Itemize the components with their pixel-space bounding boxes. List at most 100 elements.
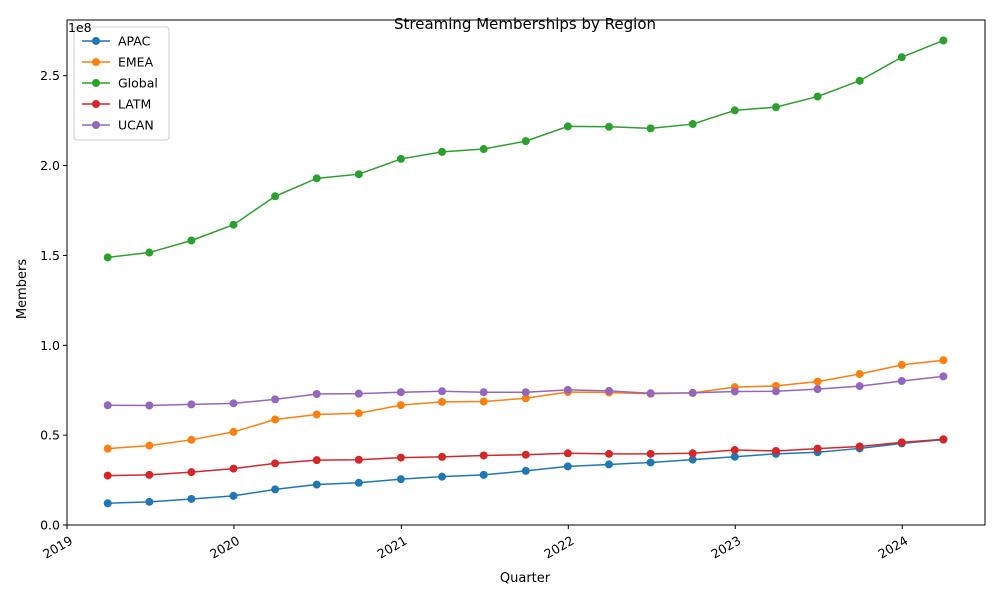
point-latm-18 — [855, 442, 864, 451]
point-global-0 — [103, 253, 112, 262]
point-global-10 — [521, 137, 530, 146]
point-emea-10 — [521, 394, 530, 403]
point-emea-1 — [145, 441, 154, 450]
point-latm-0 — [103, 471, 112, 480]
y-tick-label-5: 2.5 — [40, 68, 60, 83]
point-emea-8 — [438, 397, 447, 406]
point-global-11 — [563, 122, 572, 131]
point-apac-6 — [354, 478, 363, 487]
point-emea-4 — [271, 415, 280, 424]
point-emea-18 — [855, 370, 864, 379]
legend-marker-latm — [92, 100, 100, 108]
point-emea-20 — [939, 356, 948, 365]
point-latm-11 — [563, 449, 572, 458]
y-tick-label-2: 1.0 — [40, 338, 60, 353]
point-emea-17 — [813, 377, 822, 386]
y-tick-label-0: 0.0 — [40, 518, 60, 533]
point-ucan-7 — [396, 388, 405, 397]
legend: APAC EMEA Global LATM UCAN — [73, 26, 170, 141]
point-global-12 — [605, 122, 614, 131]
point-ucan-3 — [229, 399, 238, 408]
point-latm-2 — [187, 468, 196, 477]
point-apac-12 — [605, 460, 614, 469]
point-emea-7 — [396, 401, 405, 410]
point-apac-0 — [103, 499, 112, 508]
point-ucan-1 — [145, 401, 154, 410]
legend-marker-apac — [92, 37, 100, 45]
point-global-16 — [771, 103, 780, 112]
point-latm-1 — [145, 470, 154, 479]
point-apac-3 — [229, 491, 238, 500]
point-ucan-14 — [688, 388, 697, 397]
point-global-7 — [396, 154, 405, 163]
plot-area: 0.0 0.5 1.0 1.5 2.0 2.5 2019 2020 2021 2022 2023 20… — [40, 19, 986, 562]
point-emea-3 — [229, 427, 238, 436]
point-global-3 — [229, 220, 238, 229]
point-apac-5 — [312, 480, 321, 489]
point-emea-5 — [312, 410, 321, 419]
point-ucan-6 — [354, 389, 363, 398]
y-offset-label: 1e8 — [68, 20, 92, 35]
point-emea-6 — [354, 409, 363, 418]
legend-label-ucan: UCAN — [118, 118, 154, 133]
point-global-9 — [479, 145, 488, 154]
y-tick-label-3: 1.5 — [40, 248, 60, 263]
point-ucan-4 — [271, 395, 280, 404]
legend-label-emea: EMEA — [118, 55, 154, 70]
point-global-4 — [271, 192, 280, 201]
point-ucan-20 — [939, 372, 948, 381]
point-ucan-19 — [897, 377, 906, 386]
x-tick-label-4: 2023 — [708, 533, 743, 562]
y-axis-label: Members — [15, 259, 30, 319]
point-apac-4 — [271, 485, 280, 494]
y-tick-label-4: 2.0 — [40, 158, 60, 173]
point-latm-10 — [521, 450, 530, 459]
point-latm-4 — [271, 459, 280, 468]
point-latm-16 — [771, 446, 780, 455]
point-ucan-9 — [479, 388, 488, 397]
point-global-2 — [187, 236, 196, 245]
point-apac-13 — [646, 458, 655, 467]
x-tick-label-0: 2019 — [40, 533, 75, 562]
x-axis-label: Quarter — [500, 571, 551, 586]
point-global-8 — [438, 147, 447, 156]
point-apac-15 — [730, 452, 739, 461]
point-apac-8 — [438, 472, 447, 481]
point-global-6 — [354, 170, 363, 179]
point-apac-9 — [479, 470, 488, 479]
point-apac-1 — [145, 497, 154, 506]
point-ucan-0 — [103, 401, 112, 410]
point-global-17 — [813, 92, 822, 101]
x-tick-label-2: 2021 — [374, 533, 409, 562]
point-latm-6 — [354, 455, 363, 464]
legend-marker-global — [92, 79, 100, 87]
legend-marker-emea — [92, 58, 100, 66]
legend-label-apac: APAC — [118, 34, 151, 49]
plot-frame — [66, 19, 986, 526]
point-emea-9 — [479, 397, 488, 406]
point-apac-7 — [396, 475, 405, 484]
legend-label-global: Global — [118, 76, 158, 91]
point-apac-10 — [521, 466, 530, 475]
x-tick-label-3: 2022 — [541, 533, 576, 562]
legend-label-latm: LATM — [118, 97, 151, 112]
legend-box — [73, 26, 170, 141]
point-latm-15 — [730, 446, 739, 455]
x-tick-label-1: 2020 — [207, 533, 242, 562]
point-latm-19 — [897, 438, 906, 447]
legend-marker-ucan — [92, 121, 100, 129]
point-latm-12 — [605, 449, 614, 458]
point-latm-7 — [396, 453, 405, 462]
point-emea-0 — [103, 444, 112, 453]
point-global-15 — [730, 106, 739, 115]
point-apac-2 — [187, 494, 196, 503]
point-ucan-15 — [730, 387, 739, 396]
point-ucan-12 — [605, 386, 614, 395]
y-tick-label-1: 0.5 — [40, 428, 60, 443]
point-latm-8 — [438, 452, 447, 461]
point-latm-13 — [646, 449, 655, 458]
point-ucan-13 — [646, 389, 655, 398]
point-global-20 — [939, 36, 948, 45]
point-global-19 — [897, 53, 906, 62]
